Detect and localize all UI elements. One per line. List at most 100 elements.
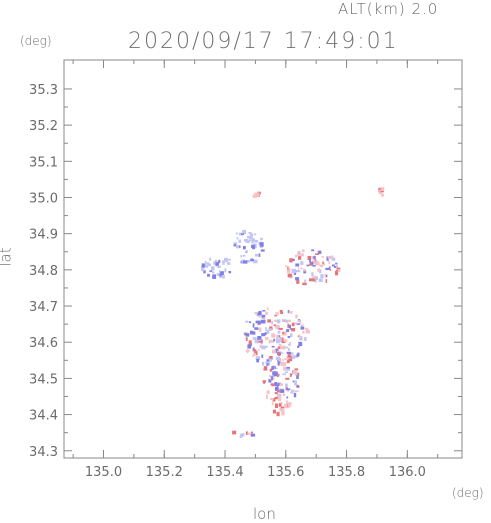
- echo-pixel: [236, 245, 240, 249]
- echo-pixel: [315, 253, 319, 255]
- echo-pixel: [276, 337, 278, 342]
- y-tick-label: 35.3: [29, 83, 58, 98]
- x-tick-label: 135.6: [267, 465, 304, 480]
- echo-pixel: [287, 323, 289, 328]
- echo-pixel: [239, 245, 241, 248]
- echo-pixel: [271, 321, 273, 325]
- echo-pixel: [241, 233, 244, 236]
- echo-pixel: [275, 348, 279, 353]
- echo-pixel: [277, 394, 281, 397]
- echo-pixel: [300, 267, 303, 270]
- echo-pixel: [324, 274, 326, 278]
- y-tick-label: 34.5: [29, 372, 58, 387]
- echo-pixel: [309, 278, 314, 282]
- echo-pixel: [240, 254, 243, 258]
- echo-pixel: [319, 264, 324, 268]
- echo-pixel: [271, 384, 274, 387]
- echo-pixel: [273, 372, 278, 377]
- echo-pixel: [269, 358, 272, 362]
- echo-pixel: [282, 332, 285, 335]
- echo-pixel: [209, 270, 213, 272]
- echo-pixel: [321, 256, 324, 258]
- echo-pixel: [220, 275, 224, 278]
- y-tick-label: 35.1: [29, 155, 58, 170]
- echo-pixel: [244, 333, 247, 336]
- echo-pixel: [276, 411, 280, 417]
- echo-pixel: [254, 339, 259, 344]
- echo-pixel: [245, 320, 248, 323]
- echo-pixel: [289, 373, 292, 377]
- echo-pixel: [224, 257, 228, 263]
- echo-pixel: [281, 345, 286, 350]
- echo-pixel: [297, 251, 299, 256]
- echo-pixel: [295, 263, 300, 267]
- echo-pixel: [275, 356, 280, 361]
- echo-pixel: [282, 319, 284, 322]
- plot-frame: [63, 59, 463, 459]
- echo-pixel: [328, 266, 331, 270]
- echo-pixel: [218, 259, 221, 264]
- echo-pixel: [252, 323, 255, 328]
- echo-pixel: [260, 249, 265, 252]
- echo-pixel: [292, 370, 298, 374]
- echo-pixel: [311, 256, 314, 260]
- echo-region: [262, 350, 300, 407]
- echo-pixel: [288, 358, 293, 362]
- echo-pixel: [215, 262, 219, 267]
- echo-pixel: [286, 367, 290, 369]
- echo-pixel: [265, 336, 269, 341]
- echo-pixel: [224, 268, 227, 273]
- echo-pixel: [248, 340, 252, 345]
- echo-pixel: [260, 237, 263, 241]
- echo-pixel: [287, 389, 289, 392]
- echo-pixel: [243, 246, 246, 250]
- echo-pixel: [309, 263, 312, 266]
- echo-pixel: [302, 331, 305, 334]
- y-tick-label: 34.8: [29, 264, 58, 279]
- echo-pixel: [249, 233, 254, 236]
- echo-pixel: [291, 268, 296, 274]
- echo-region: [272, 394, 292, 417]
- echo-pixel: [258, 340, 263, 343]
- echo-pixel: [284, 346, 289, 349]
- echo-pixel: [281, 340, 286, 344]
- echo-pixel: [313, 256, 316, 259]
- echo-pixel: [285, 265, 287, 267]
- echo-pixel: [288, 311, 293, 314]
- echo-pixel: [261, 314, 266, 319]
- echo-pixel: [325, 279, 328, 283]
- echo-pixel: [309, 258, 311, 263]
- echo-pixel: [276, 390, 280, 393]
- echo-pixel: [335, 269, 338, 272]
- echo-pixel: [248, 232, 252, 234]
- echo-region: [201, 257, 232, 279]
- echo-pixel: [297, 267, 300, 270]
- echo-pixel: [207, 263, 211, 267]
- echo-pixel: [284, 403, 287, 409]
- echo-pixel: [242, 230, 245, 233]
- y-tick-label: 35.2: [29, 119, 58, 134]
- echo-pixel: [271, 401, 274, 406]
- echo-pixel: [252, 353, 256, 356]
- echo-pixel: [280, 361, 282, 366]
- echo-pixel: [287, 354, 291, 358]
- echo-pixel: [258, 253, 261, 257]
- echo-pixel: [269, 368, 273, 372]
- echo-pixel: [217, 265, 221, 269]
- echo-pixel: [277, 398, 282, 401]
- echo-pixel: [335, 270, 338, 274]
- echo-pixel: [310, 261, 314, 265]
- echo-pixel: [322, 263, 325, 266]
- echo-pixel: [247, 344, 252, 349]
- echo-pixel: [233, 242, 238, 246]
- echo-pixel: [265, 361, 269, 364]
- y-tick-label: 34.4: [29, 409, 58, 424]
- echo-pixel: [218, 270, 221, 273]
- echo-pixel: [227, 258, 231, 261]
- echo-pixel: [253, 239, 259, 243]
- echo-pixel: [294, 383, 298, 386]
- echo-pixel: [268, 375, 271, 377]
- echo-pixel: [280, 406, 285, 409]
- echo-pixel: [291, 389, 295, 393]
